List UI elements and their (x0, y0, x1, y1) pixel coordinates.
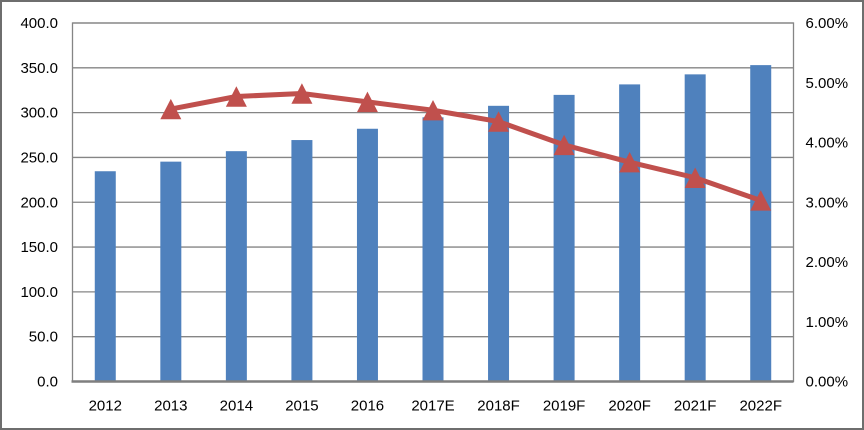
left-axis-tick-label: 400.0 (20, 15, 58, 32)
right-axis-tick-label: 5.00% (806, 75, 849, 92)
right-axis-tick-label: 4.00% (806, 135, 849, 152)
growth-marker-2014 (225, 86, 247, 107)
bar-2012 (94, 171, 116, 382)
left-axis-tick-label: 300.0 (20, 105, 58, 122)
x-axis-label-2014: 2014 (220, 398, 253, 415)
x-axis-label-2016: 2016 (351, 398, 384, 415)
x-axis-label-2013: 2013 (154, 398, 187, 415)
growth-marker-2015 (291, 83, 313, 104)
left-axis-tick-label: 50.0 (29, 329, 58, 346)
growth-marker-2019F (553, 134, 575, 156)
right-axis-tick-label: 2.00% (806, 254, 849, 271)
bar-2016 (356, 128, 378, 382)
bar-2019F (553, 94, 575, 382)
left-axis-tick-label: 250.0 (20, 149, 58, 166)
growth-line (168, 91, 764, 203)
growth-marker-2022F (750, 190, 772, 211)
right-axis-tick-label: 1.00% (806, 314, 849, 331)
right-axis-tick-label: 0.00% (806, 374, 849, 391)
growth-marker-2017E (422, 100, 444, 121)
x-axis-label-2018F: 2018F (477, 398, 520, 415)
left-axis-tick-label: 150.0 (20, 239, 58, 256)
left-axis-tick-label: 200.0 (20, 194, 58, 211)
bar-2020F (619, 84, 641, 382)
bar-2013 (160, 161, 182, 382)
bar-2014 (225, 151, 247, 382)
growth-marker-2021F (684, 167, 706, 188)
left-axis-tick-label: 350.0 (20, 60, 58, 77)
x-axis-label-2020F: 2020F (608, 398, 651, 415)
growth-marker-2016 (356, 91, 378, 113)
bar-2017E (422, 117, 444, 382)
x-axis-label-2022F: 2022F (739, 398, 782, 415)
x-axis-label-2017E: 2017E (411, 398, 454, 415)
bar-2022F (750, 65, 772, 382)
bar-2018F (488, 105, 510, 382)
x-axis-label-2012: 2012 (89, 398, 122, 415)
x-axis-label-2015: 2015 (285, 398, 318, 415)
bar-2021F (684, 74, 706, 382)
left-axis-tick-label: 100.0 (20, 284, 58, 301)
left-axis-tick-label: 0.0 (37, 374, 58, 391)
growth-marker-2018F (488, 111, 510, 132)
growth-marker-2013 (160, 98, 182, 120)
right-axis-tick-label: 3.00% (806, 194, 849, 211)
right-axis-tick-label: 6.00% (806, 15, 849, 32)
bar-2015 (291, 140, 313, 382)
growth-marker-2020F (619, 152, 641, 173)
x-axis-label-2019F: 2019F (543, 398, 586, 415)
x-axis-label-2021F: 2021F (674, 398, 717, 415)
